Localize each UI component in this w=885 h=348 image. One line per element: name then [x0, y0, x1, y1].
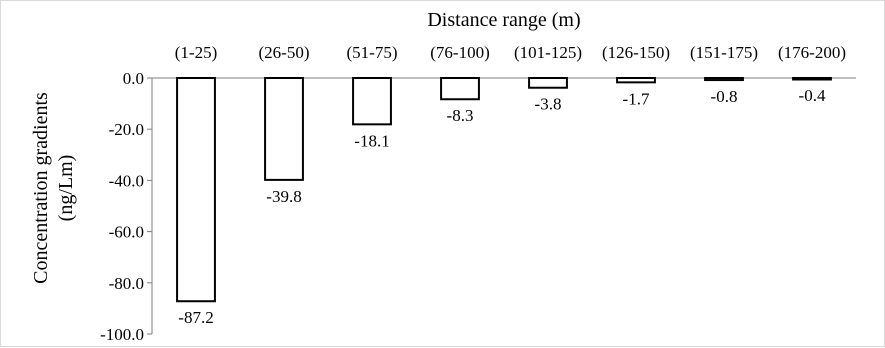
category-label: (26-50)	[259, 43, 310, 62]
data-label: -87.2	[178, 308, 213, 327]
data-label: -3.8	[535, 95, 562, 114]
data-label: -1.7	[623, 89, 650, 108]
y-tick-label: -80.0	[109, 274, 144, 293]
y-tick-label: -40.0	[109, 171, 144, 190]
bar	[616, 77, 656, 84]
category-label: (101-125)	[514, 43, 582, 62]
y-tick-label: 0.0	[123, 69, 144, 88]
bar	[528, 77, 568, 89]
x-axis-title: Distance range (m)	[427, 9, 580, 31]
y-tick-label: -20.0	[109, 120, 144, 139]
y-axis: 0.0 -20.0 -40.0 -60.0 -80.0 -100.0	[100, 69, 856, 344]
bar	[176, 77, 216, 303]
y-axis-title-line-1: Concentration gradients	[30, 92, 52, 284]
category-label: (1-25)	[175, 43, 217, 62]
bar	[352, 77, 392, 126]
category-label: (126-150)	[602, 43, 670, 62]
data-label: -0.4	[799, 86, 826, 105]
y-axis-title-line-2: (ng/Lm)	[55, 155, 77, 222]
y-axis-title: Concentration gradients (ng/Lm)	[30, 92, 77, 284]
y-tick-label: -100.0	[100, 325, 144, 344]
bars	[176, 77, 832, 303]
bar	[704, 77, 744, 82]
bar	[792, 77, 832, 81]
bar	[264, 77, 304, 181]
data-label: -39.8	[266, 187, 301, 206]
category-labels: (1-25) (26-50) (51-75) (76-100) (101-125) (12…	[175, 43, 846, 62]
data-label: -18.1	[354, 131, 389, 150]
value-labels: -87.2 -39.8 -18.1 -8.3 -3.8 -1.7 -0.8 -0.4	[178, 86, 826, 327]
category-label: (51-75)	[347, 43, 398, 62]
bar	[440, 77, 480, 101]
y-tick-label: -60.0	[109, 223, 144, 242]
category-label: (176-200)	[778, 43, 846, 62]
category-label: (151-175)	[690, 43, 758, 62]
data-label: -8.3	[447, 106, 474, 125]
category-label: (76-100)	[430, 43, 489, 62]
data-label: -0.8	[711, 87, 738, 106]
